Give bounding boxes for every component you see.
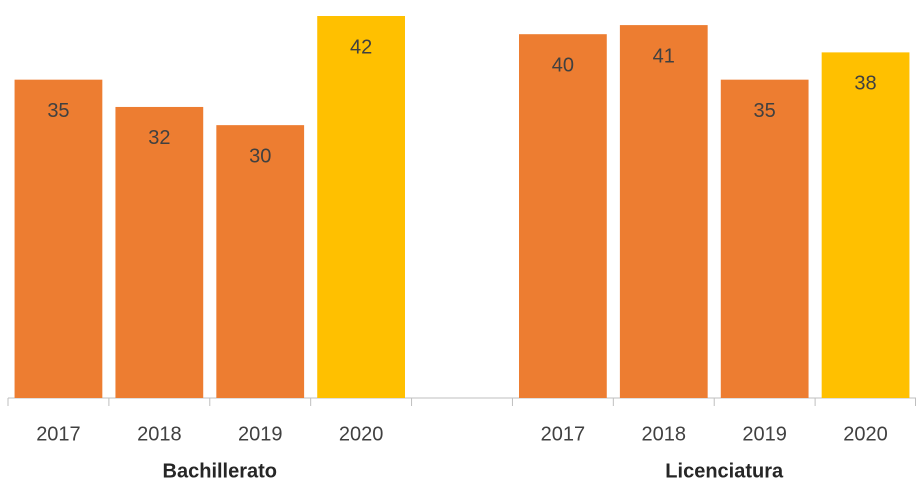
bar [619,25,708,398]
bar [216,125,305,399]
x-tick-label: 2017 [541,423,586,445]
group-label: Bachillerato [163,460,277,482]
data-label: 35 [47,100,69,122]
x-tick-label: 2019 [238,423,283,445]
x-tick-label: 2020 [843,423,888,445]
data-label: 40 [552,54,574,76]
x-tick-label: 2017 [36,423,81,445]
bar [821,52,910,398]
data-label: 30 [249,145,271,167]
data-label: 32 [148,127,170,149]
x-tick-label: 2018 [642,423,687,445]
data-label: 42 [350,36,372,58]
x-tick-label: 2019 [742,423,787,445]
bar [14,79,103,399]
data-label: 38 [854,73,876,95]
bar [720,79,809,399]
group-label: Licenciatura [665,460,784,482]
x-tick-label: 2020 [339,423,384,445]
data-label: 35 [754,100,776,122]
bar [519,34,607,398]
bar [115,106,204,398]
x-tick-label: 2018 [137,423,182,445]
bar [317,16,405,398]
data-label: 41 [653,45,675,67]
